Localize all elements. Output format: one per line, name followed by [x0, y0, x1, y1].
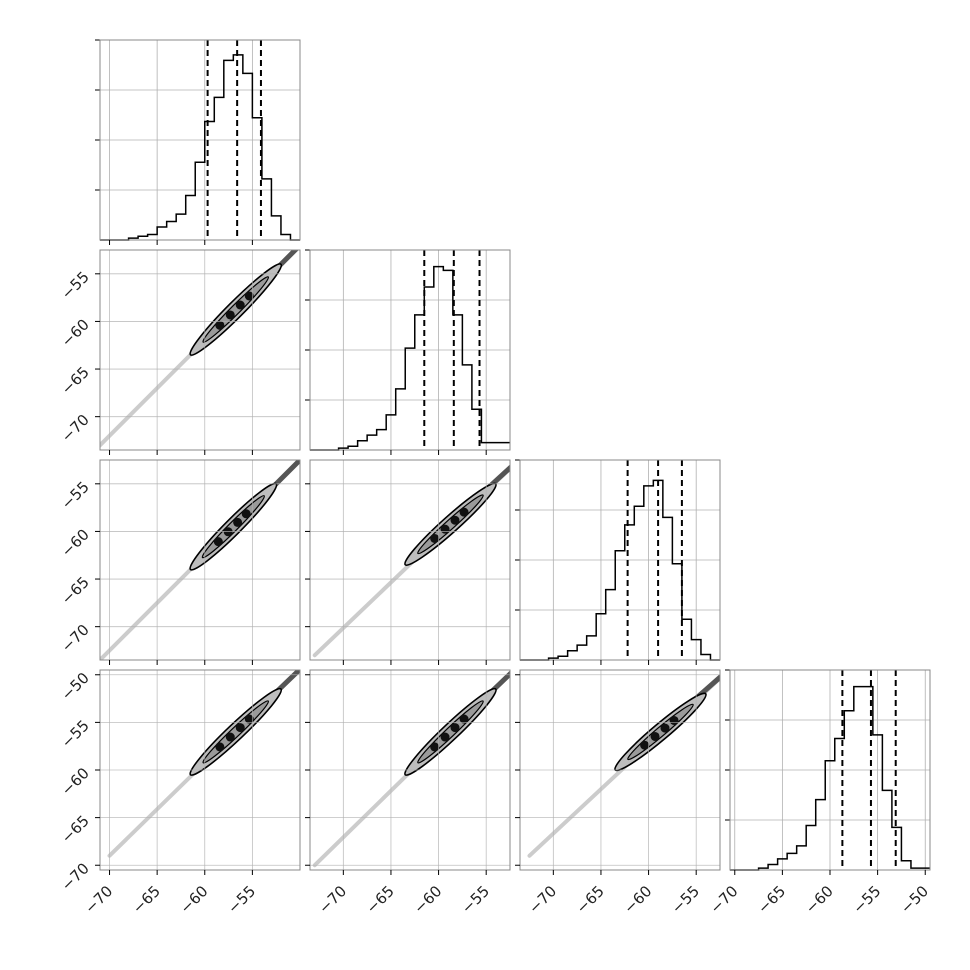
- x-tick-label: −55: [849, 882, 884, 917]
- pair-panel-3-2: [519, 669, 721, 871]
- y-tick-label: −65: [58, 812, 93, 847]
- density-peak: [450, 515, 460, 525]
- histogram-step: [730, 685, 930, 871]
- x-tick-label: −60: [620, 882, 655, 917]
- density-peak: [213, 537, 223, 547]
- y-tick-label: −55: [58, 716, 93, 751]
- density-peak: [669, 715, 679, 725]
- x-tick-label: −65: [573, 882, 608, 917]
- x-tick-label: −55: [458, 882, 493, 917]
- pair-panel-3-0: [99, 669, 301, 871]
- y-tick-label: −70: [58, 621, 93, 656]
- x-tick-label: −70: [525, 882, 560, 917]
- density-peak: [235, 300, 245, 310]
- density-peak: [225, 732, 235, 742]
- histogram-step: [520, 479, 720, 661]
- x-tick-label: −55: [668, 882, 703, 917]
- density-peak: [440, 524, 450, 534]
- density-peak: [650, 731, 660, 741]
- x-tick-label: −55: [224, 882, 259, 917]
- density-peak: [459, 507, 469, 517]
- x-tick-label: −60: [176, 882, 211, 917]
- y-tick-label: −50: [58, 669, 93, 704]
- x-tick-label: −70: [81, 882, 116, 917]
- panel-frame: [519, 459, 721, 661]
- hist-panel-2: [515, 459, 721, 661]
- density-peak: [459, 714, 469, 724]
- y-tick-label: −70: [58, 859, 93, 894]
- histogram-step: [310, 265, 510, 451]
- y-tick-label: −60: [58, 526, 93, 561]
- x-tick-label: −60: [410, 882, 445, 917]
- density-peak: [244, 714, 254, 724]
- panel-frame: [309, 249, 511, 451]
- density-peak: [241, 509, 251, 519]
- panel-frame: [309, 459, 511, 661]
- density-peak: [215, 320, 225, 330]
- x-tick-label: −65: [363, 882, 398, 917]
- density-peak: [225, 310, 235, 320]
- x-tick-label: −65: [754, 882, 789, 917]
- density-peak: [450, 723, 460, 733]
- panel-frame: [99, 459, 301, 661]
- hist-panel-3: [725, 669, 931, 871]
- hist-panel-0: [95, 39, 301, 241]
- pair-panel-2-1: [309, 459, 511, 661]
- y-tick-label: −65: [58, 363, 93, 398]
- density-peak: [430, 742, 440, 752]
- y-tick-label: −55: [58, 268, 93, 303]
- pair-panel-2-0: [99, 459, 301, 661]
- panel-frame: [99, 249, 301, 451]
- x-tick-label: −50: [897, 882, 932, 917]
- density-peak: [215, 742, 225, 752]
- y-tick-label: −55: [58, 478, 93, 513]
- y-tick-label: −70: [58, 411, 93, 446]
- x-tick-label: −70: [706, 882, 741, 917]
- x-tick-label: −60: [802, 882, 837, 917]
- density-peak: [233, 517, 243, 527]
- y-tick-label: −65: [58, 573, 93, 608]
- density-peak: [660, 723, 670, 733]
- density-peak: [430, 533, 440, 543]
- y-tick-label: −60: [58, 764, 93, 799]
- density-peak: [235, 723, 245, 733]
- hist-panel-1: [305, 249, 511, 451]
- y-tick-label: −60: [58, 316, 93, 351]
- density-peak: [640, 740, 650, 750]
- x-tick-label: −65: [129, 882, 164, 917]
- density-peak: [440, 732, 450, 742]
- pair-panel-3-1: [309, 669, 511, 871]
- density-peak: [244, 291, 254, 301]
- x-tick-label: −70: [315, 882, 350, 917]
- pair-panel-1-0: [99, 249, 301, 451]
- histogram-step: [100, 54, 300, 241]
- panel-frame: [99, 39, 301, 241]
